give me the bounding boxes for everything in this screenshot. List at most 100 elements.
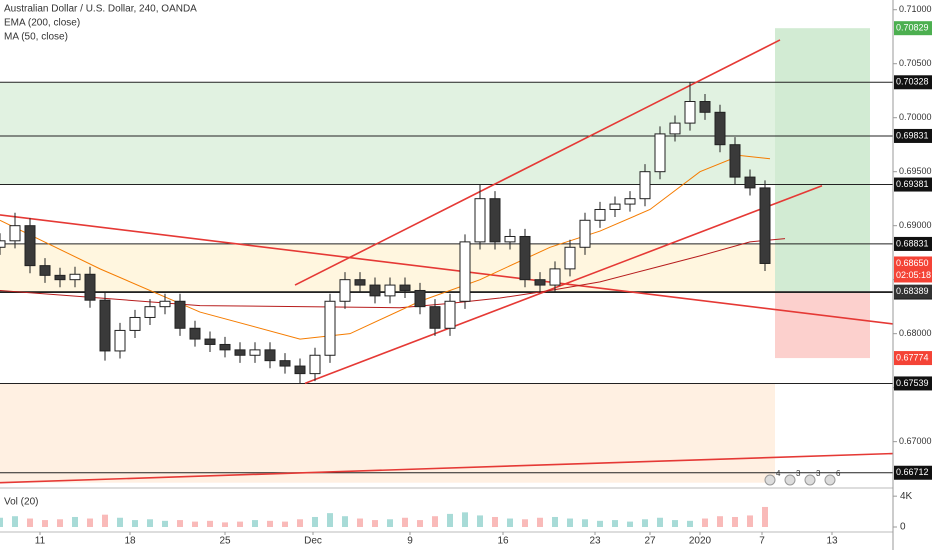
volume-bar: [102, 514, 108, 527]
price-label-bg: [894, 21, 932, 36]
candle-body: [114, 329, 126, 352]
candle-body: [204, 338, 216, 345]
volume-bar: [327, 513, 333, 527]
price-label-bg: [894, 376, 932, 391]
plot: 4 3 3 6: [0, 28, 894, 527]
x-tick-label: 16: [497, 536, 509, 547]
trendline: [0, 452, 894, 484]
candle-body: [294, 365, 306, 375]
loss-zone: [775, 291, 870, 359]
price-label-bg: [894, 465, 932, 480]
legend-item: EMA (200, close): [4, 18, 80, 29]
x-tick-label: 13: [826, 536, 838, 547]
volume-bar: [42, 520, 48, 527]
candle-body: [354, 279, 366, 286]
price-label: 0.67774: [896, 352, 929, 362]
candle-body: [594, 208, 606, 221]
last-price-bg: [894, 256, 932, 283]
candle-body: [189, 327, 201, 340]
indicator-line: [0, 238, 786, 309]
candle-body: [279, 360, 291, 367]
y-tick-label: 0.69500: [899, 166, 932, 176]
candle-body: [609, 203, 621, 210]
volume-bar: [282, 521, 288, 527]
event-icon: [784, 474, 796, 486]
indicator-line: [0, 154, 771, 340]
price-label-bg: [894, 351, 932, 366]
volume-tick-label: 4K: [900, 491, 913, 502]
legend-item: MA (50, close): [4, 32, 68, 43]
candle-body: [534, 279, 546, 286]
candle-body: [444, 300, 456, 329]
candle-body: [174, 300, 186, 329]
candle-body: [759, 187, 771, 264]
candle-body: [714, 111, 726, 146]
candle-body: [309, 354, 321, 375]
volume-bar: [567, 518, 573, 527]
price-label: 0.69831: [896, 130, 929, 140]
volume-bar: [27, 518, 33, 527]
candle-body: [549, 268, 561, 286]
volume-bar: [597, 520, 603, 527]
candle-body: [0, 240, 6, 248]
candle-body: [84, 273, 96, 301]
zone: [0, 82, 775, 185]
event-count: 6: [836, 469, 841, 478]
volume-bar: [732, 516, 738, 527]
volume-bar: [342, 516, 348, 527]
trendline: [294, 39, 781, 286]
event-icon: [824, 474, 836, 486]
volume-bar: [387, 519, 393, 527]
x-tick-label: 18: [124, 536, 136, 547]
x-tick-label: 27: [644, 536, 656, 547]
candle-body: [99, 299, 111, 352]
trendline: [304, 184, 823, 385]
price-label: 0.70829: [896, 23, 929, 33]
volume-bar: [12, 516, 18, 527]
candle-body: [39, 265, 51, 276]
volume-bar: [312, 516, 318, 527]
event-icon: [804, 474, 816, 486]
candle-body: [159, 300, 171, 308]
y-tick-label: 0.69000: [899, 220, 932, 230]
volume-bar: [417, 520, 423, 527]
volume-bar: [492, 516, 498, 527]
volume-bar: [132, 520, 138, 527]
volume-bar: [447, 513, 453, 527]
volume-title: Vol (20): [4, 497, 38, 508]
volume-bar: [402, 517, 408, 527]
price-label: 0.67539: [896, 378, 929, 388]
event-icon: [764, 474, 776, 486]
volume-bar: [672, 520, 678, 527]
volume-bar: [207, 520, 213, 527]
candle-body: [414, 289, 426, 308]
candle-body: [489, 198, 501, 243]
event-count: 3: [796, 469, 801, 478]
candle-body: [129, 316, 141, 331]
candle-body: [459, 241, 471, 302]
volume-tick-label: 0: [900, 522, 906, 533]
volume-bar: [702, 518, 708, 527]
candle-body: [9, 225, 21, 242]
volume-bar: [57, 519, 63, 527]
price-label-bg: [894, 284, 932, 299]
profit-zone: [775, 28, 870, 292]
volume-bar: [537, 517, 543, 527]
volume-bar: [252, 520, 258, 527]
candle-body: [69, 273, 81, 281]
candle-body: [339, 279, 351, 302]
candle-body: [144, 306, 156, 318]
volume-bar: [432, 516, 438, 527]
x-tick-label: 9: [407, 536, 413, 547]
volume-bar: [552, 516, 558, 527]
chart-title: Australian Dollar / U.S. Dollar, 240, OA…: [4, 4, 197, 15]
candle-body: [504, 235, 516, 243]
candle-body: [669, 122, 681, 135]
volume-bar: [687, 520, 693, 527]
event-count: 4: [776, 469, 781, 478]
x-tick-label: 2020: [689, 536, 712, 547]
candle-body: [579, 219, 591, 248]
volume-bar: [72, 516, 78, 527]
